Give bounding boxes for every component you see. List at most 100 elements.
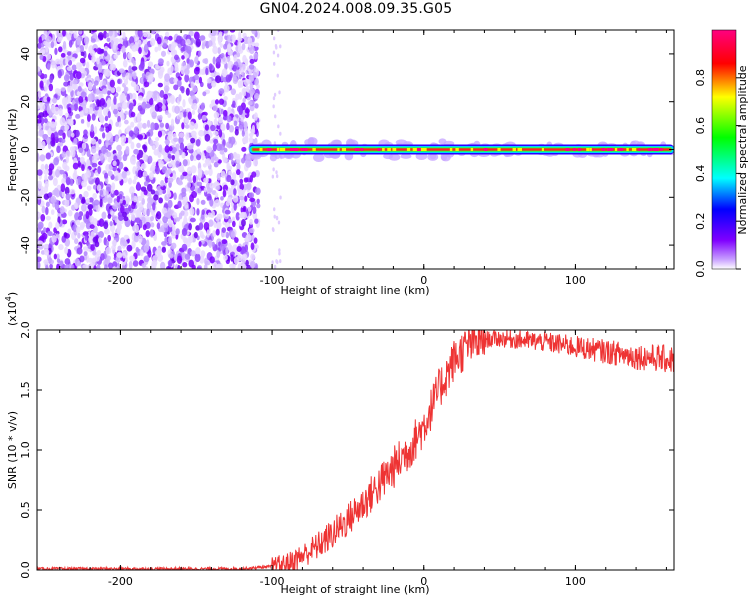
carrier-peak: [609, 148, 614, 151]
carrier-peak: [517, 148, 522, 151]
noise-cell: [171, 230, 176, 239]
noise-cell: [135, 216, 141, 224]
stray-cell: [272, 104, 275, 109]
noise-cell: [95, 88, 100, 95]
noise-cell: [73, 169, 78, 177]
noise-cell: [218, 129, 223, 138]
noise-cell: [88, 236, 95, 244]
noise-cell: [245, 85, 250, 93]
noise-cell: [45, 125, 49, 131]
noise-cell: [114, 136, 119, 143]
noise-cell: [110, 58, 114, 66]
noise-cell: [195, 38, 202, 48]
noise-cell: [141, 263, 147, 268]
noise-cell: [178, 194, 182, 200]
stray-cell: [277, 30, 280, 33]
noise-cell: [78, 211, 84, 217]
snr-y-tick-label: 1.0: [19, 441, 32, 459]
noise-cell: [167, 199, 173, 209]
noise-cell: [186, 173, 192, 182]
noise-cell: [78, 82, 84, 87]
noise-cell: [132, 260, 139, 267]
noise-cell: [100, 253, 105, 261]
carrier-peak: [586, 148, 590, 151]
noise-cell: [44, 83, 49, 92]
noise-cell: [139, 249, 144, 257]
snr-y-tick-label: 0.5: [19, 501, 32, 519]
noise-cell: [167, 162, 173, 168]
noise-cell: [168, 253, 174, 259]
noise-cell: [94, 241, 100, 248]
noise-cell: [37, 221, 44, 230]
noise-cell: [105, 240, 110, 247]
colorbar-tick-label: 0.6: [694, 117, 707, 135]
stray-cell: [272, 36, 276, 41]
noise-cell: [37, 42, 42, 49]
noise-cell: [245, 159, 252, 168]
noise-cell: [227, 60, 234, 70]
noise-cell: [251, 30, 257, 35]
noise-cell: [211, 241, 216, 247]
noise-cell: [81, 142, 87, 150]
noise-cell: [50, 41, 55, 49]
noise-cell: [179, 142, 185, 151]
stray-cell: [274, 43, 278, 48]
noise-cell: [197, 113, 202, 120]
noise-cell: [86, 114, 91, 122]
noise-cell: [73, 202, 78, 208]
noise-cell: [45, 215, 51, 221]
noise-cell: [164, 110, 169, 115]
noise-cell: [145, 230, 150, 238]
noise-cell: [248, 227, 255, 234]
noise-cell: [216, 221, 222, 229]
noise-cell: [93, 199, 100, 206]
noise-cell: [143, 189, 148, 196]
carrier-peak: [420, 148, 424, 151]
noise-cell: [116, 195, 120, 203]
noise-cell: [201, 151, 205, 161]
noise-cell: [244, 108, 250, 114]
noise-cell: [204, 170, 209, 176]
noise-cell: [99, 189, 104, 196]
noise-cell: [96, 57, 100, 65]
noise-cell: [58, 108, 63, 117]
noise-cell: [188, 236, 194, 244]
carrier-peak: [618, 148, 624, 151]
noise-cell: [61, 190, 66, 198]
noise-cell: [59, 206, 65, 214]
noise-cell: [192, 85, 198, 93]
noise-cell: [96, 99, 100, 107]
noise-cell: [66, 33, 71, 40]
noise-cell: [214, 156, 219, 162]
noise-cell: [92, 251, 97, 256]
noise-cell: [160, 50, 167, 57]
noise-cell: [168, 219, 174, 228]
noise-cell: [118, 214, 124, 221]
noise-cell: [121, 101, 128, 110]
noise-cell: [104, 177, 109, 184]
noise-cell: [103, 30, 108, 39]
noise-cell: [118, 68, 125, 73]
noise-cell: [107, 170, 113, 177]
stray-cell: [278, 248, 281, 253]
noise-cell: [184, 52, 189, 59]
noise-cell: [166, 60, 170, 67]
noise-cell: [203, 221, 210, 231]
noise-cell: [253, 112, 258, 121]
noise-cell: [157, 69, 164, 76]
noise-cell: [137, 116, 141, 123]
noise-cell: [173, 54, 179, 61]
noise-cell: [221, 68, 228, 77]
noise-cell: [138, 202, 144, 211]
noise-cell: [165, 169, 169, 178]
noise-cell: [109, 79, 115, 88]
noise-cell: [81, 180, 87, 188]
noise-cell: [243, 121, 248, 130]
noise-cell: [154, 103, 160, 112]
noise-cell: [82, 264, 89, 269]
noise-cell: [131, 92, 137, 102]
noise-cell: [236, 169, 241, 176]
noise-cell: [182, 171, 188, 177]
noise-cell: [241, 146, 247, 152]
noise-cell: [61, 138, 66, 144]
